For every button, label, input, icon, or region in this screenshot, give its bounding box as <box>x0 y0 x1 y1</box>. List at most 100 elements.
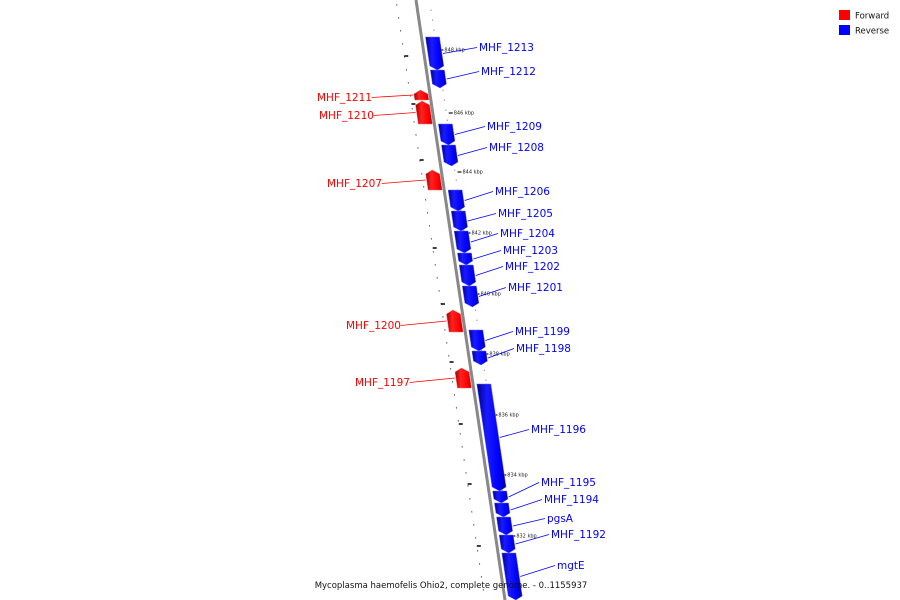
gene-MHF_1199[interactable]: MHF_1199 <box>468 326 570 352</box>
gene-arrow[interactable] <box>415 100 433 125</box>
gene-arrow[interactable] <box>438 123 456 146</box>
label-connector <box>400 320 447 326</box>
label-connector <box>442 47 478 54</box>
gene-label[interactable]: MHF_1205 <box>498 208 553 220</box>
gene-arrow[interactable] <box>425 169 443 191</box>
gene-label[interactable]: MHF_1196 <box>531 424 586 436</box>
gene-arrow[interactable] <box>453 230 472 254</box>
gene-arrow[interactable] <box>496 516 513 536</box>
gene-label[interactable]: MHF_1213 <box>479 42 534 54</box>
gene-label[interactable]: MHF_1197 <box>355 377 410 389</box>
legend-label: Reverse <box>855 27 889 37</box>
gene-label[interactable]: MHF_1210 <box>319 110 374 122</box>
kbp-tick-label: 848 kbp <box>444 48 464 54</box>
legend: Forward Reverse <box>839 10 889 37</box>
label-connector <box>373 112 416 116</box>
gene-arrow[interactable] <box>468 329 486 352</box>
label-connector <box>510 499 543 511</box>
label-connector <box>470 233 499 243</box>
kbp-tick-label: 832 kbp <box>516 534 536 540</box>
gene-arrow[interactable] <box>441 144 459 167</box>
gene-MHF_1202[interactable]: MHF_1202 <box>458 261 560 287</box>
gene-label[interactable]: MHF_1195 <box>541 477 596 489</box>
label-connector <box>512 518 546 527</box>
gene-mgtE[interactable]: mgtE <box>501 552 585 600</box>
gene-arrow[interactable] <box>458 264 477 287</box>
label-connector <box>508 482 540 498</box>
gene-MHF_1204[interactable]: MHF_1204 <box>453 228 555 254</box>
gene-label[interactable]: MHF_1204 <box>500 228 555 240</box>
label-connector <box>457 147 488 156</box>
gene-MHF_1205[interactable]: MHF_1205 <box>450 208 553 232</box>
gene-MHF_1197[interactable]: MHF_1197 <box>355 367 472 389</box>
gene-arrow[interactable] <box>446 309 464 333</box>
genes: MHF_1213 MHF_1212 MHF_1211 MHF_1210 MHF_1209… <box>317 36 606 600</box>
gene-arrow[interactable] <box>501 552 523 600</box>
gene-label[interactable]: MHF_1202 <box>505 261 560 273</box>
label-connector <box>454 126 486 135</box>
legend-swatch <box>839 10 850 20</box>
gene-label[interactable]: MHF_1208 <box>489 142 544 154</box>
legend-label: Forward <box>855 12 889 22</box>
gene-MHF_1212[interactable]: MHF_1212 <box>430 66 536 89</box>
gene-pgsA[interactable]: pgsA <box>496 513 574 536</box>
gene-label[interactable]: MHF_1209 <box>487 121 542 133</box>
gene-label[interactable]: MHF_1211 <box>317 92 372 104</box>
label-connector <box>478 287 507 297</box>
gene-arrow[interactable] <box>425 36 445 71</box>
gene-MHF_1209[interactable]: MHF_1209 <box>438 121 542 146</box>
gene-MHF_1211[interactable]: MHF_1211 <box>317 89 430 104</box>
gene-label[interactable]: mgtE <box>557 560 585 572</box>
gene-label[interactable]: MHF_1199 <box>515 326 570 338</box>
kbp-tick-label: 836 kbp <box>498 413 518 419</box>
gene-label[interactable]: MHF_1200 <box>346 320 401 332</box>
label-connector <box>381 179 426 184</box>
gene-arrow[interactable] <box>430 69 447 89</box>
gene-label[interactable]: pgsA <box>547 513 574 525</box>
gene-arrow[interactable] <box>471 350 488 366</box>
gene-arrow[interactable] <box>457 252 473 266</box>
kbp-tick-label: 844 kbp <box>462 170 482 176</box>
gene-MHF_1206[interactable]: MHF_1206 <box>447 186 550 212</box>
gene-label[interactable]: MHF_1192 <box>551 529 606 541</box>
gene-label[interactable]: MHF_1207 <box>327 178 382 190</box>
label-connector <box>515 534 550 545</box>
label-connector <box>487 348 515 359</box>
gene-MHF_1194[interactable]: MHF_1194 <box>494 494 599 518</box>
label-connector <box>446 71 480 80</box>
gene-arrow[interactable] <box>494 502 511 518</box>
gene-MHF_1207[interactable]: MHF_1207 <box>327 169 443 191</box>
gene-arrow[interactable] <box>462 285 480 308</box>
gene-label[interactable]: MHF_1206 <box>495 186 550 198</box>
label-connector <box>467 213 497 222</box>
gene-arrow[interactable] <box>413 89 430 101</box>
gene-MHF_1192[interactable]: MHF_1192 <box>498 529 606 554</box>
gene-arrow[interactable] <box>476 383 507 492</box>
gene-MHF_1208[interactable]: MHF_1208 <box>441 142 544 167</box>
label-connector <box>485 331 514 341</box>
legend-item-reverse: Reverse <box>839 25 889 37</box>
kbp-tick-label: 838 kbp <box>489 352 509 358</box>
gene-arrow[interactable] <box>498 534 516 554</box>
gene-MHF_1198[interactable]: MHF_1198 <box>471 343 571 366</box>
gene-MHF_1196[interactable]: MHF_1196 <box>476 383 586 492</box>
gene-label[interactable]: MHF_1203 <box>503 245 558 257</box>
gene-MHF_1195[interactable]: MHF_1195 <box>492 477 596 504</box>
label-connector <box>475 266 504 276</box>
kbp-tick-label: 834 kbp <box>507 473 527 479</box>
gene-arrow[interactable] <box>492 490 509 504</box>
gene-label[interactable]: MHF_1194 <box>544 494 599 506</box>
gene-arrow[interactable] <box>454 367 472 389</box>
gene-MHF_1213[interactable]: MHF_1213 <box>425 36 534 71</box>
gene-label[interactable]: MHF_1198 <box>516 343 571 355</box>
gene-label[interactable]: MHF_1201 <box>508 282 563 294</box>
label-connector <box>473 250 502 260</box>
gene-MHF_1200[interactable]: MHF_1200 <box>346 309 464 333</box>
gene-MHF_1210[interactable]: MHF_1210 <box>319 100 433 125</box>
gene-arrow[interactable] <box>447 189 465 212</box>
gene-MHF_1203[interactable]: MHF_1203 <box>457 245 558 266</box>
gene-label[interactable]: MHF_1212 <box>481 66 536 78</box>
gene-MHF_1201[interactable]: MHF_1201 <box>462 282 563 308</box>
gene-arrow[interactable] <box>450 210 468 232</box>
